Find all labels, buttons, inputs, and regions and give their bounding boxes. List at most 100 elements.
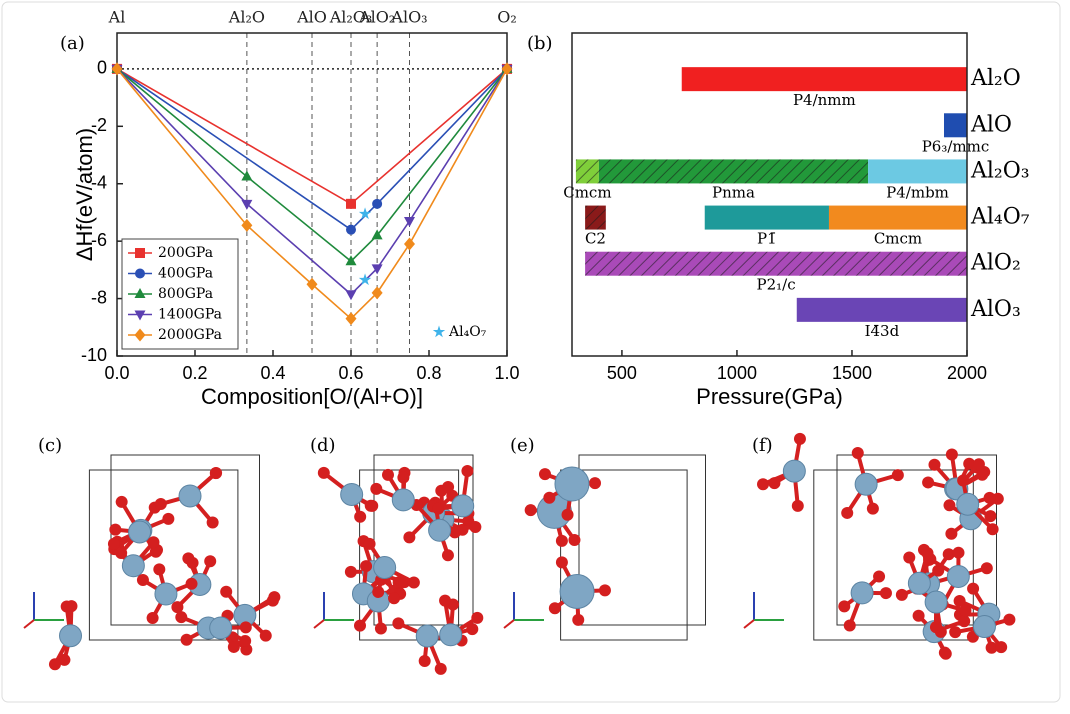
oxygen-atom (180, 633, 193, 646)
oxygen-atom (873, 570, 886, 583)
oxygen-atom (442, 481, 455, 494)
oxygen-atom (115, 495, 128, 508)
oxygen-atom (418, 654, 431, 667)
phase-bar (704, 205, 829, 230)
oxygen-atom (466, 623, 479, 636)
panel-label: (f) (752, 435, 773, 456)
oxygen-atom (432, 502, 445, 515)
oxygen-atom (370, 482, 383, 495)
oxygen-atom (524, 504, 537, 517)
oxygen-atom (895, 588, 908, 601)
phase-bar (575, 159, 599, 184)
oxygen-atom (866, 502, 879, 515)
aluminum-atom (178, 484, 202, 508)
aluminum-atom (121, 554, 145, 578)
oxygen-atom (985, 641, 998, 654)
oxygen-atom (354, 619, 367, 632)
oxygen-atom (381, 468, 394, 481)
phase-label: P6₃/mmc (922, 137, 990, 155)
plot-frame (116, 32, 508, 357)
oxygen-atom (949, 626, 962, 639)
phase-label: C2 (585, 230, 606, 248)
aluminum-atom (340, 482, 364, 506)
oxygen-atom (471, 611, 484, 624)
oxygen-atom (153, 563, 166, 576)
y-axis-label: ΔHf(eV/atom) (72, 128, 97, 261)
composition-label: Al (108, 8, 126, 27)
phase-bar (796, 297, 967, 322)
data-point (404, 217, 415, 228)
panel-label: (b) (527, 33, 553, 54)
phase-bar (681, 67, 967, 92)
oxygen-atom (317, 466, 330, 479)
composition-label: AlO (296, 8, 327, 27)
y-tick-label: -6 (91, 230, 107, 250)
x-tick-label: 1000 (717, 363, 757, 383)
oxygen-atom (963, 457, 976, 470)
data-point (345, 255, 357, 266)
oxygen-atom (354, 510, 367, 523)
oxygen-atom (175, 611, 188, 624)
data-point (111, 62, 123, 76)
x-tick-label: 1500 (832, 363, 872, 383)
oxygen-atom (58, 653, 71, 666)
phase-label: P1̄ (757, 230, 777, 248)
legend-marker (134, 310, 146, 321)
oxygen-atom (953, 594, 966, 607)
oxygen-atom (555, 534, 568, 547)
x-tick-label: 0.4 (260, 363, 285, 383)
category-label: AlO (970, 112, 1012, 137)
phase-label: Cmcm (874, 230, 922, 248)
aluminum-atom (428, 518, 452, 542)
data-point (371, 264, 383, 275)
oxygen-atom (107, 537, 120, 550)
aluminum-atom (782, 459, 806, 483)
aluminum-atom (946, 564, 970, 588)
oxygen-atom (344, 565, 357, 578)
category-label: AlO₃ (970, 297, 1021, 322)
y-tick-label: 0 (97, 58, 107, 78)
phase-label: P2₁/c (757, 276, 796, 294)
oxygen-atom (986, 523, 999, 536)
oxygen-atom (938, 646, 951, 659)
oxygen-atom (976, 468, 989, 481)
oxygen-atom (185, 577, 198, 590)
oxygen-atom (841, 506, 854, 519)
oxygen-atom (793, 432, 806, 445)
oxygen-atom (928, 458, 941, 471)
x-tick-label: 0.6 (338, 363, 363, 383)
aluminum-atom (439, 623, 463, 647)
legend-label: 800GPa (158, 286, 213, 302)
composition-label: O₂ (497, 8, 517, 27)
oxygen-atom (146, 612, 159, 625)
aluminum-atom (554, 466, 590, 502)
y-tick-label: -4 (91, 172, 107, 192)
oxygen-atom (929, 621, 942, 634)
phase-label: Cmcm (563, 183, 611, 201)
oxygen-atom (851, 447, 864, 460)
oxygen-atom (239, 621, 252, 634)
oxygen-atom (568, 534, 581, 547)
data-point (358, 273, 372, 286)
oxygen-atom (1003, 613, 1016, 626)
oxygen-atom (980, 562, 993, 575)
oxygen-atom (372, 585, 385, 598)
legend-marker (134, 328, 146, 342)
plot-frame (571, 32, 968, 357)
oxygen-atom (48, 658, 61, 671)
oxygen-atom (879, 587, 892, 600)
oxygen-atom (259, 629, 272, 642)
aluminum-atom (59, 624, 83, 648)
phase-bar (828, 205, 967, 230)
x-tick-label: 0.8 (416, 363, 441, 383)
data-point (358, 207, 372, 220)
phase-bar (585, 205, 606, 230)
oxygen-atom (136, 574, 149, 587)
oxygen-atom (945, 448, 958, 461)
panel-label: (a) (60, 33, 85, 54)
x-tick-label: 0.0 (104, 363, 129, 383)
x-axis-label: Pressure(GPa) (696, 384, 843, 409)
oxygen-atom (958, 615, 971, 628)
aluminum-atom (854, 472, 878, 496)
oxygen-atom (995, 641, 1008, 654)
